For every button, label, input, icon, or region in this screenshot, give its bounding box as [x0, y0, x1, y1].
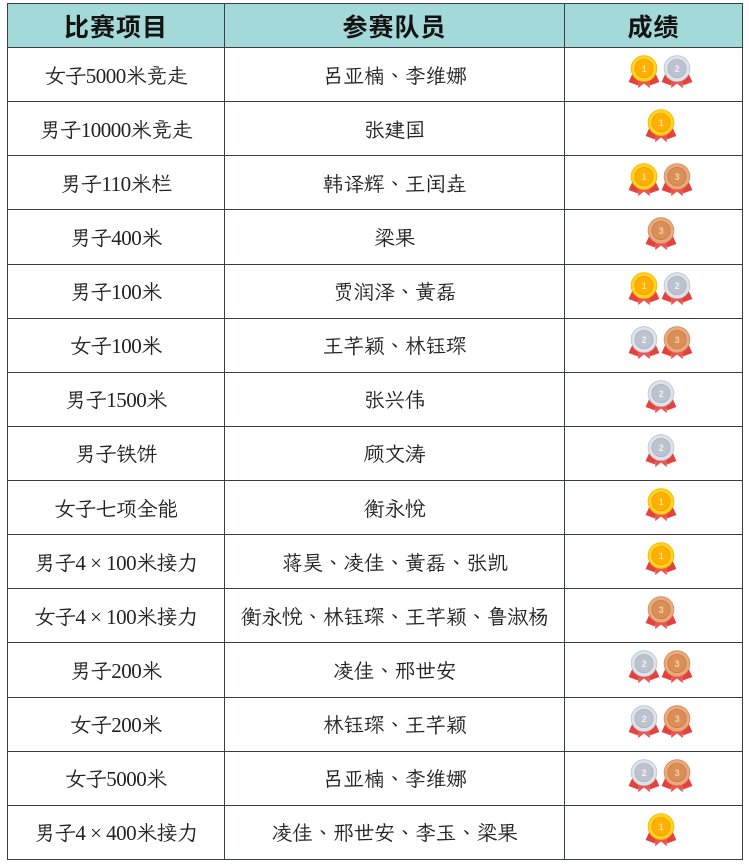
svg-text:3: 3 [675, 335, 680, 345]
svg-text:2: 2 [658, 443, 663, 453]
svg-text:2: 2 [675, 64, 680, 74]
svg-text:3: 3 [675, 172, 680, 182]
svg-text:2: 2 [642, 768, 647, 778]
svg-text:1: 1 [658, 822, 663, 832]
svg-text:2: 2 [642, 713, 647, 723]
svg-text:1: 1 [658, 551, 663, 561]
svg-text:1: 1 [658, 497, 663, 507]
svg-text:3: 3 [675, 768, 680, 778]
svg-text:3: 3 [675, 713, 680, 723]
svg-text:3: 3 [658, 605, 663, 615]
svg-text:2: 2 [658, 389, 663, 399]
svg-text:3: 3 [675, 659, 680, 669]
svg-text:2: 2 [642, 335, 647, 345]
svg-text:1: 1 [658, 118, 663, 128]
svg-text:1: 1 [642, 64, 647, 74]
svg-text:1: 1 [642, 280, 647, 290]
svg-text:3: 3 [658, 226, 663, 236]
svg-text:1: 1 [642, 172, 647, 182]
svg-text:2: 2 [642, 659, 647, 669]
svg-text:2: 2 [675, 280, 680, 290]
